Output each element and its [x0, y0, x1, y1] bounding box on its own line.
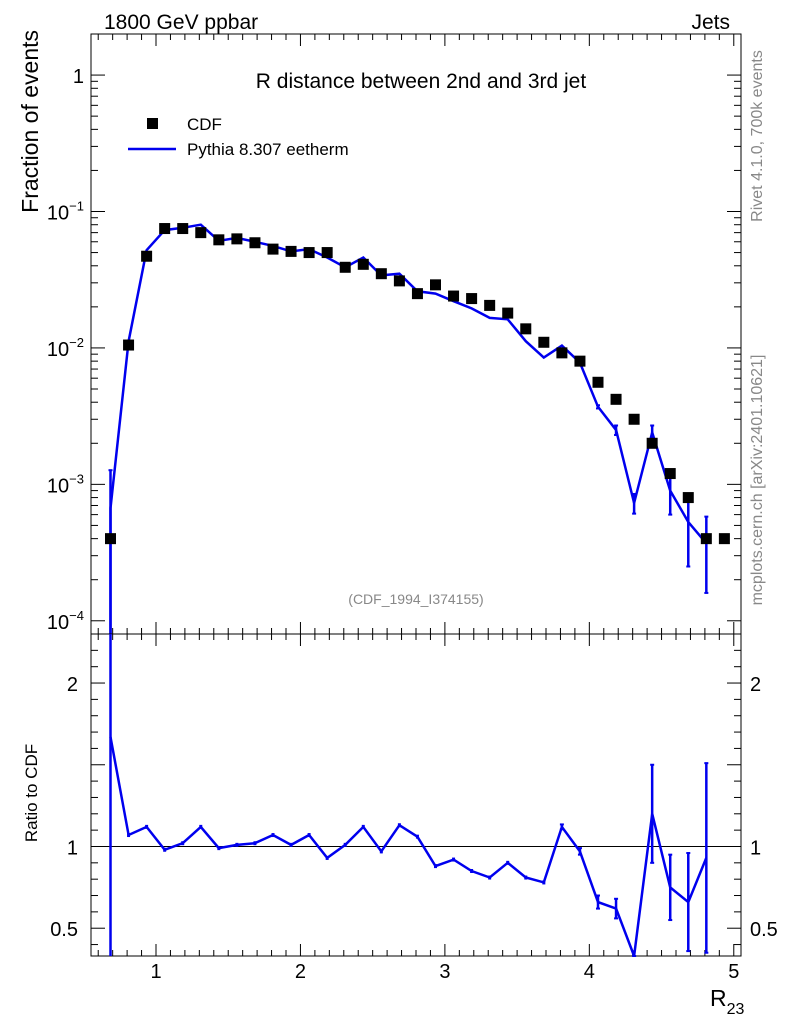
- y-tick-label: 1: [73, 66, 84, 88]
- main-panel: 1 10−1 10−2 10−3 10−4 R distance between 2nd…: [47, 33, 742, 635]
- legend-cdf-label: CDF: [187, 115, 222, 134]
- cdf-data-point: [231, 233, 243, 245]
- ratio-series-line: [109, 736, 708, 957]
- x-tick-label: 1: [150, 961, 161, 983]
- cdf-data-point: [664, 468, 676, 480]
- ratio-panel: 2 2 1 1 0.5 0.5: [50, 633, 778, 957]
- ratio-y-tick-label-right: 1: [750, 837, 761, 859]
- ratio-y-tick-label-right: 2: [750, 674, 761, 696]
- legend: CDF Pythia 8.307 eetherm: [128, 115, 349, 159]
- x-tick-label: 4: [584, 961, 595, 983]
- x-tick-labels: 1 2 3 4 5: [150, 961, 739, 983]
- cdf-data-point: [502, 307, 514, 319]
- cdf-data-point: [105, 533, 116, 545]
- ratio-y-tick-label-left: 1: [67, 837, 78, 859]
- cdf-data-point: [520, 323, 532, 335]
- rivet-version-label: Rivet 4.1.0, 700k events: [749, 50, 766, 222]
- ratio-axis-ticks: [91, 634, 741, 956]
- ratio-y-tick-label-right: 0.5: [750, 919, 778, 941]
- cdf-data-point: [538, 336, 550, 348]
- cdf-data-point: [339, 261, 351, 273]
- cdf-data-point: [484, 299, 496, 311]
- cdf-data-point: [159, 223, 171, 235]
- cdf-data-point: [393, 275, 405, 287]
- y-tick-label: 10−3: [47, 471, 84, 497]
- legend-cdf-marker: [147, 118, 158, 129]
- main-axis-ticks: [91, 33, 741, 634]
- x-tick-label: 3: [439, 961, 450, 983]
- cdf-data-point: [267, 243, 279, 255]
- cdf-data-point: [646, 437, 658, 449]
- mcplots-label: mcplots.cern.ch [arXiv:2401.10621]: [749, 355, 766, 606]
- cdf-data-point: [285, 245, 297, 257]
- ratio-axis-title: Ratio to CDF: [22, 744, 41, 842]
- y-axis-title: Fraction of events: [17, 30, 43, 213]
- analysis-id: (CDF_1994_I374155): [348, 591, 483, 607]
- cdf-data-point: [574, 355, 586, 367]
- cdf-data-point: [592, 376, 604, 388]
- cdf-data-point: [375, 268, 387, 280]
- cdf-data-point: [195, 227, 207, 239]
- ratio-plot-frame: [90, 633, 742, 957]
- cdf-data-point: [123, 339, 135, 351]
- cdf-data-point: [556, 347, 568, 359]
- cdf-data-point: [448, 290, 460, 302]
- y-tick-label: 10−1: [47, 198, 84, 224]
- cdf-data-point: [177, 223, 189, 235]
- cdf-data-point: [430, 279, 441, 291]
- cdf-data-point: [700, 533, 712, 545]
- cdf-data-point: [682, 492, 694, 504]
- cdf-data-point: [466, 293, 478, 305]
- header-process: Jets: [691, 11, 730, 34]
- cdf-data-point: [610, 393, 622, 405]
- main-y-tick-labels: 1 10−1 10−2 10−3 10−4: [47, 66, 84, 634]
- x-tick-label: 2: [295, 961, 306, 983]
- cdf-data-point: [213, 234, 225, 246]
- x-axis-title: R23: [710, 985, 745, 1018]
- legend-pythia-label: Pythia 8.307 eetherm: [187, 140, 349, 159]
- x-tick-label: 5: [728, 961, 739, 983]
- cdf-data-point: [411, 288, 423, 300]
- y-tick-label: 10−4: [47, 608, 84, 634]
- ratio-y-tick-label-left: 2: [67, 674, 78, 696]
- chart-title: R distance between 2nd and 3rd jet: [256, 70, 587, 93]
- cdf-data-point: [357, 258, 369, 270]
- ratio-y-tick-label-left: 0.5: [50, 919, 78, 941]
- ratio-error-bars: [109, 634, 709, 957]
- cdf-data-point: [628, 413, 640, 425]
- y-tick-label: 10−2: [47, 335, 84, 361]
- cdf-data-point: [141, 250, 153, 262]
- cdf-data-point: [321, 247, 333, 259]
- pythia-series-line: [109, 223, 708, 634]
- cdf-data-point: [249, 237, 261, 249]
- cdf-data-point: [303, 247, 315, 259]
- header-energy: 1800 GeV ppbar: [104, 11, 258, 34]
- ratio-y-tick-labels: 2 2 1 1 0.5 0.5: [50, 674, 778, 941]
- cdf-data-point: [718, 533, 730, 545]
- cdf-data-points: [105, 223, 730, 545]
